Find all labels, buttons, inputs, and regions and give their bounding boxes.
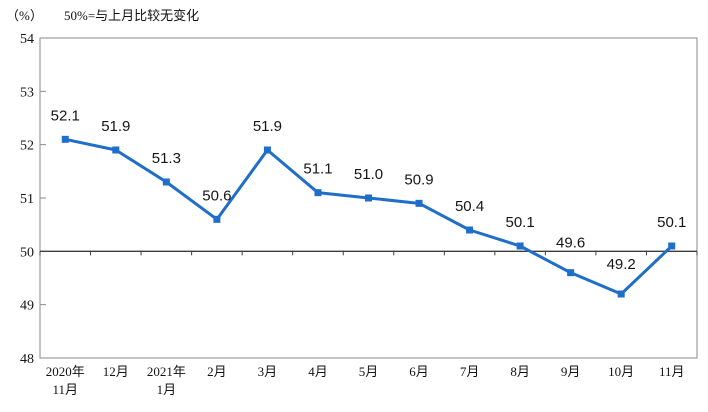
x-tick-label: 12月	[103, 364, 129, 379]
data-point-marker	[617, 290, 625, 298]
data-label: 50.6	[202, 187, 231, 204]
x-tick-label: 11月	[659, 364, 685, 379]
x-tick-label: 4月	[308, 364, 328, 379]
y-tick-label: 54	[20, 32, 34, 47]
data-label: 51.9	[101, 118, 130, 135]
data-label: 50.4	[455, 198, 484, 215]
data-point-marker	[567, 269, 575, 277]
y-tick-label: 49	[20, 299, 34, 314]
data-point-marker	[415, 199, 423, 207]
reference-note: 50%=与上月比较无变化	[64, 8, 200, 23]
x-tick-label: 2021年	[147, 364, 186, 379]
data-label: 50.9	[404, 171, 433, 188]
data-label: 50.1	[657, 214, 686, 231]
data-label: 51.9	[253, 118, 282, 135]
data-point-marker	[516, 242, 524, 250]
y-tick-label: 50	[20, 245, 34, 260]
data-label: 52.1	[51, 107, 80, 124]
data-label: 50.1	[506, 214, 535, 231]
x-tick-label: 2020年	[46, 364, 85, 379]
x-tick-label: 10月	[608, 364, 634, 379]
y-tick-label: 52	[20, 139, 34, 154]
x-tick-label: 3月	[258, 364, 278, 379]
x-tick-label: 5月	[359, 364, 379, 379]
y-tick-label: 48	[20, 352, 34, 367]
data-point-marker	[112, 146, 120, 154]
data-point-marker	[466, 226, 474, 234]
x-tick-label: 2月	[207, 364, 227, 379]
x-tick-label: 6月	[409, 364, 429, 379]
data-point-marker	[314, 189, 322, 197]
y-tick-label: 53	[20, 85, 34, 100]
x-tick-label: 11月	[53, 382, 79, 397]
data-label: 49.6	[556, 235, 585, 252]
x-tick-label: 8月	[510, 364, 530, 379]
data-label: 49.2	[607, 256, 636, 273]
data-point-marker	[668, 242, 676, 250]
x-tick-label: 9月	[561, 364, 581, 379]
y-axis-unit-label: （%）	[6, 8, 43, 23]
data-point-marker	[213, 215, 221, 223]
data-point-marker	[365, 194, 372, 202]
data-point-marker	[61, 135, 69, 143]
data-label: 51.3	[152, 150, 181, 167]
data-point-marker	[263, 146, 271, 154]
y-tick-label: 51	[20, 192, 34, 207]
x-tick-label: 1月	[157, 382, 177, 397]
x-tick-label: 7月	[460, 364, 480, 379]
data-label: 51.1	[303, 161, 332, 178]
data-label: 51.0	[354, 166, 383, 183]
data-point-marker	[162, 178, 170, 186]
